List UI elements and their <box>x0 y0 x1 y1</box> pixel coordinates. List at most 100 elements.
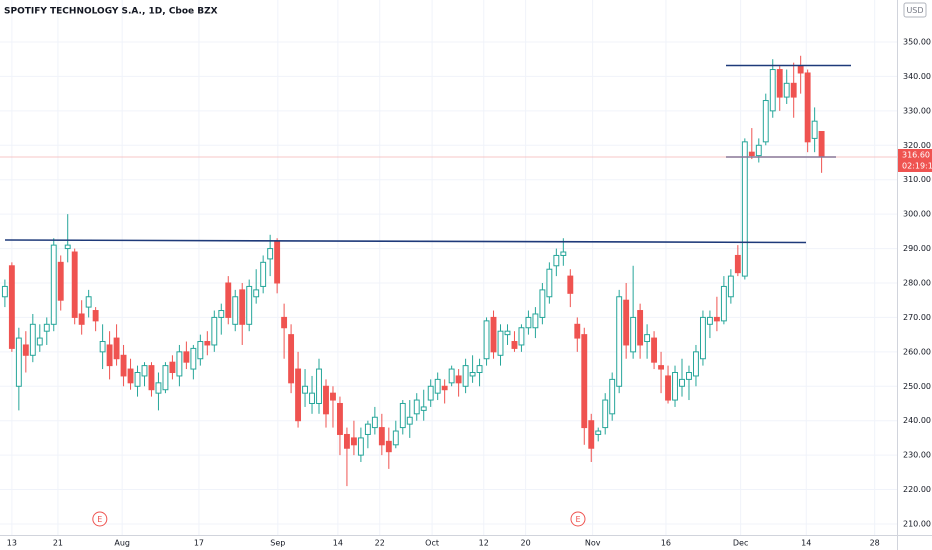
candle-body <box>567 275 574 294</box>
candle-body <box>406 416 413 425</box>
candle-body <box>797 65 804 74</box>
candle-body <box>560 251 567 256</box>
earnings-marker <box>570 511 586 527</box>
candle-body <box>204 341 211 346</box>
y-tick-label: 290.00 <box>903 244 931 253</box>
candle-body <box>532 313 539 329</box>
candle-body <box>462 365 469 387</box>
candle-body <box>706 316 713 325</box>
candle-body <box>197 341 204 360</box>
candle-body <box>43 323 50 332</box>
candle-body <box>553 254 560 267</box>
candle-body <box>323 385 329 415</box>
candle-body <box>190 347 197 370</box>
candle-body <box>699 316 706 360</box>
candle-body <box>441 385 448 391</box>
candle-body <box>337 402 343 435</box>
candle-body <box>762 100 769 143</box>
candle-body <box>218 310 225 318</box>
candle-body <box>455 375 462 384</box>
candle-body <box>574 323 581 339</box>
candle-body <box>71 251 78 318</box>
candle-body <box>818 131 825 158</box>
candle-body <box>644 334 651 343</box>
candle-body <box>609 378 616 415</box>
x-tick-label: 22 <box>375 539 385 548</box>
last-price-label: 316.60 <box>902 150 930 159</box>
candle-body <box>672 372 678 401</box>
candle-body <box>602 399 609 429</box>
candle-body <box>246 285 253 325</box>
grid <box>0 0 897 535</box>
candle-body <box>693 351 699 377</box>
candle-body <box>225 282 232 318</box>
x-tick-label: 12 <box>479 539 489 548</box>
candle-body <box>490 316 497 353</box>
x-tick-label: Dec <box>733 539 748 548</box>
x-tick-label: Sep <box>270 539 285 548</box>
candle-body <box>741 141 748 277</box>
candle-body <box>525 316 532 329</box>
earnings-label: E <box>97 515 102 524</box>
x-tick-label: 13 <box>7 539 17 548</box>
candle-body <box>120 354 127 377</box>
candle-body <box>50 244 57 325</box>
candle-body <box>162 365 169 391</box>
candle-body <box>476 365 483 374</box>
x-tick-label: 14 <box>333 539 343 548</box>
candle-body <box>713 316 720 322</box>
candle-body <box>392 430 399 446</box>
candle-body <box>448 368 455 384</box>
y-tick-label: 220.00 <box>903 485 931 494</box>
candle-body <box>29 323 36 356</box>
candles <box>1 55 825 487</box>
candle-body <box>239 289 246 325</box>
candle-body <box>267 248 274 260</box>
candle-body <box>155 382 162 394</box>
candle-body <box>686 372 692 380</box>
candle-body <box>630 316 637 353</box>
candle-body <box>113 337 120 360</box>
candle-body <box>295 368 302 422</box>
x-tick-label: 20 <box>521 539 531 548</box>
x-tick-label: 17 <box>194 539 204 548</box>
candle-body <box>385 440 392 453</box>
y-tick-label: 230.00 <box>903 451 931 460</box>
candle-body <box>357 437 364 456</box>
candle-body <box>616 296 623 387</box>
candle-body <box>769 69 776 112</box>
candle-body <box>658 365 665 370</box>
y-tick-label: 280.00 <box>903 278 931 287</box>
y-tick-label: 270.00 <box>903 313 931 322</box>
candle-body <box>427 385 434 401</box>
candle-body <box>183 351 190 363</box>
candle-body <box>546 268 553 298</box>
candle-body <box>169 361 176 374</box>
candle-body <box>288 334 295 384</box>
candle-body <box>595 430 602 435</box>
candle-body <box>790 82 797 98</box>
candle-body <box>679 378 685 387</box>
candle-body <box>92 310 99 322</box>
candle-body <box>134 372 141 387</box>
x-tick-label: Aug <box>114 539 130 548</box>
candle-body <box>106 344 113 367</box>
candle-body <box>78 313 85 325</box>
y-tick-label: 330.00 <box>903 106 931 115</box>
candle-body <box>22 344 29 356</box>
candle-body <box>504 330 511 336</box>
candle-body <box>720 285 727 322</box>
x-tick-label: Nov <box>585 539 601 548</box>
candle-body <box>665 375 671 401</box>
candle-body <box>253 289 260 298</box>
candle-body <box>260 261 267 287</box>
candle-body <box>776 69 783 98</box>
candle-body <box>755 144 762 157</box>
trend-line <box>4 239 807 244</box>
candle-body <box>302 385 308 394</box>
candle-body <box>511 341 518 349</box>
earnings-label: E <box>575 515 580 524</box>
x-tick-label: 16 <box>661 539 671 548</box>
y-tick-label: 260.00 <box>903 347 931 356</box>
candle-body <box>141 365 148 377</box>
